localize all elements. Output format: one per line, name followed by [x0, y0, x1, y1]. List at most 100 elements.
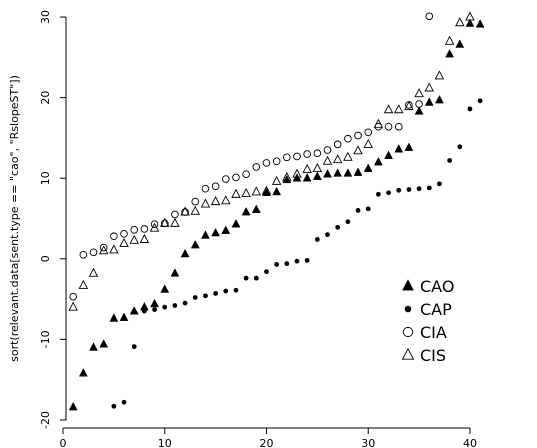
- data-point-cap: [131, 344, 137, 350]
- data-point-cis: [180, 206, 190, 216]
- data-point-cis: [282, 171, 292, 181]
- data-point-cap: [406, 187, 412, 192]
- series-cao: [68, 18, 485, 411]
- data-point-cia: [252, 163, 261, 171]
- data-points: [68, 11, 485, 411]
- data-point-cao: [384, 150, 393, 159]
- data-point-cia: [293, 152, 301, 161]
- data-point-cap: [457, 144, 463, 150]
- data-point-cia: [272, 157, 281, 166]
- data-point-cap: [141, 308, 147, 314]
- data-point-cap: [355, 208, 361, 213]
- data-point-cao: [99, 339, 109, 348]
- data-point-cao: [160, 284, 170, 293]
- data-point-cao: [312, 171, 322, 180]
- data-point-cao: [89, 342, 98, 351]
- data-point-cia: [110, 232, 118, 241]
- data-point-cap: [274, 262, 280, 267]
- data-point-cia: [211, 182, 220, 191]
- data-point-cap: [304, 258, 310, 263]
- data-point-cia: [69, 292, 77, 301]
- data-point-cis: [373, 118, 384, 128]
- data-point-cia: [79, 250, 88, 259]
- data-point-cao: [129, 306, 139, 315]
- data-point-cao: [333, 168, 343, 177]
- data-point-cao: [455, 39, 465, 48]
- x-tick-label: 20: [259, 437, 273, 448]
- data-point-cao: [373, 156, 383, 166]
- data-point-cia: [303, 150, 311, 158]
- data-point-cap: [192, 295, 198, 300]
- data-point-cao: [201, 230, 210, 239]
- data-point-cis: [363, 138, 373, 148]
- data-point-cis: [129, 234, 139, 244]
- data-point-cao: [170, 268, 180, 277]
- data-point-cao: [353, 167, 363, 176]
- data-point-cia: [120, 229, 128, 238]
- data-point-cia: [344, 134, 352, 143]
- data-point-cap: [264, 269, 269, 275]
- data-point-cis: [465, 11, 475, 21]
- data-point-cia: [415, 100, 423, 108]
- legend-marker-cap: [404, 305, 412, 313]
- data-point-cao: [323, 169, 332, 178]
- data-point-cia: [384, 122, 393, 131]
- data-point-cis: [109, 244, 119, 254]
- series-cap: [111, 98, 483, 409]
- data-point-cia: [99, 243, 108, 252]
- data-point-cap: [233, 287, 239, 293]
- data-point-cis: [98, 245, 109, 255]
- data-point-cap: [172, 303, 178, 308]
- data-point-cao: [241, 206, 251, 216]
- data-point-cap: [416, 186, 422, 192]
- data-point-cis: [343, 151, 353, 161]
- data-point-cao: [435, 94, 444, 104]
- legend-label-cis: CIS: [420, 346, 446, 365]
- data-point-cis: [393, 104, 404, 114]
- data-point-cao: [394, 144, 404, 153]
- data-point-cao: [231, 219, 241, 228]
- y-axis-ticks: -20 -10 0 10 20 30: [39, 10, 66, 429]
- data-point-cis: [455, 17, 465, 27]
- data-point-cap: [426, 185, 432, 191]
- data-point-cap: [386, 190, 391, 196]
- data-point-cao: [302, 173, 312, 182]
- data-point-cis: [241, 187, 251, 198]
- data-point-cis: [414, 88, 424, 98]
- data-point-cis: [302, 163, 312, 173]
- data-point-cia: [150, 220, 159, 228]
- data-point-cap: [213, 291, 219, 296]
- data-point-cap: [182, 300, 188, 306]
- y-tick-label: 0: [39, 255, 52, 262]
- data-point-cis: [434, 70, 445, 80]
- legend-marker-cis: [401, 347, 415, 360]
- data-point-cao: [282, 174, 292, 184]
- data-point-cap: [203, 293, 208, 299]
- data-point-cao: [221, 225, 231, 234]
- data-point-cap: [396, 187, 402, 193]
- data-point-cap: [121, 399, 127, 405]
- data-point-cis: [292, 168, 302, 178]
- x-tick-label: 40: [463, 437, 477, 448]
- legend-label-cao: CAO: [420, 277, 454, 296]
- data-point-cao: [251, 204, 261, 213]
- data-point-cap: [294, 258, 300, 264]
- data-point-cap: [447, 158, 453, 163]
- data-point-cap: [111, 403, 117, 409]
- x-tick-label: 30: [361, 437, 375, 448]
- data-point-cis: [424, 82, 435, 92]
- data-point-cao: [445, 49, 455, 58]
- data-point-cis: [170, 217, 180, 227]
- data-point-cis: [332, 154, 343, 164]
- data-point-cis: [312, 163, 323, 173]
- data-point-cap: [365, 206, 371, 212]
- data-point-cis: [210, 196, 221, 206]
- data-point-cao: [119, 312, 129, 321]
- data-point-cap: [375, 191, 381, 197]
- data-point-cia: [242, 170, 250, 178]
- data-point-cis: [68, 301, 78, 311]
- data-point-cia: [323, 146, 332, 154]
- data-point-cia: [262, 159, 271, 167]
- data-point-cis: [149, 222, 160, 232]
- data-point-cao: [363, 163, 373, 172]
